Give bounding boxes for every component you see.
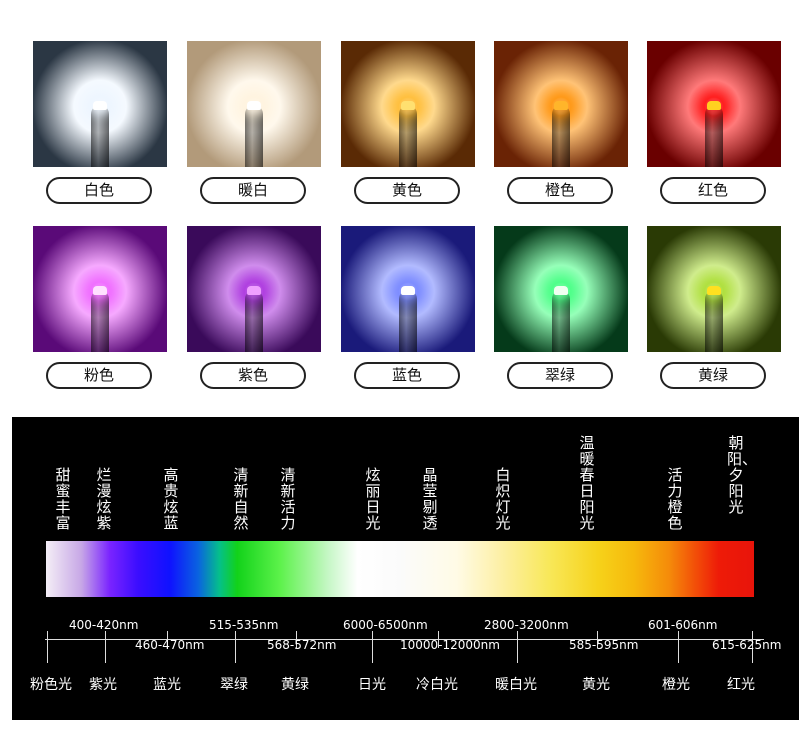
range-460-470: 460-470nm [135, 638, 205, 652]
axis-tick [517, 631, 518, 663]
spectrum-panel: 甜蜜丰富 烂漫炫紫 高贵炫蓝 清新自然 清新活力 炫丽日光 晶莹剔透 白炽灯光 … [12, 417, 799, 720]
led-chip [247, 101, 261, 110]
led-photo-pink [33, 226, 167, 352]
led-chip [93, 101, 107, 110]
tweezer-stem [91, 290, 109, 352]
wavelength-axis [45, 639, 764, 640]
range-515-535: 515-535nm [209, 618, 279, 632]
axis-tick [438, 631, 439, 648]
led-photo-yellow [341, 41, 475, 167]
axis-tick [235, 631, 236, 663]
led-photo-orange [494, 41, 628, 167]
axis-tick [597, 631, 598, 648]
axis-tick [752, 631, 753, 663]
descriptor-fresh-natural: 清新自然 [233, 466, 249, 532]
led-photo-red [647, 41, 781, 167]
axis-tick [296, 631, 297, 648]
swatch-label-red: 红色 [660, 177, 766, 204]
led-chip [93, 286, 107, 295]
descriptor-warm-spring-sun: 温暖春日阳光 [579, 434, 595, 532]
axis-tick [105, 631, 106, 663]
range-2800-3200: 2800-3200nm [484, 618, 569, 632]
led-chip [401, 286, 415, 295]
color-emerald: 翠绿 [220, 677, 248, 693]
led-chip [707, 101, 721, 110]
color-blue-light: 蓝光 [153, 677, 181, 693]
swatch-label-emerald: 翠绿 [507, 362, 613, 389]
descriptor-romantic-purple: 烂漫炫紫 [96, 466, 112, 532]
swatch-label-purple: 紫色 [200, 362, 306, 389]
tweezer-stem [399, 105, 417, 167]
led-photo-warm-white [187, 41, 321, 167]
color-yellow-green: 黄绿 [281, 677, 309, 693]
axis-tick [372, 631, 373, 663]
swatch-label-white: 白色 [46, 177, 152, 204]
descriptor-noble-blue: 高贵炫蓝 [163, 466, 179, 532]
swatch-label-blue: 蓝色 [354, 362, 460, 389]
swatch-label-yellow: 黄色 [354, 177, 460, 204]
descriptor-vital-orange: 活力橙色 [667, 466, 683, 532]
range-400-420: 400-420nm [69, 618, 139, 632]
swatch-label-pink: 粉色 [46, 362, 152, 389]
range-10000-12000: 10000-12000nm [400, 638, 500, 652]
range-615-625: 615-625nm [712, 638, 782, 652]
axis-tick [167, 631, 168, 648]
spectrum-bar [46, 541, 754, 597]
led-photo-purple [187, 226, 321, 352]
descriptor-sweet: 甜蜜丰富 [55, 466, 71, 532]
range-568-572: 568-572nm [267, 638, 337, 652]
descriptor-crystal-clear: 晶莹剔透 [422, 466, 438, 532]
color-pink-light: 粉色光 [30, 677, 72, 693]
tweezer-stem [245, 290, 263, 352]
led-chip [247, 286, 261, 295]
tweezer-stem [552, 105, 570, 167]
tweezer-stem [705, 290, 723, 352]
range-585-595: 585-595nm [569, 638, 639, 652]
color-yellow-light: 黄光 [582, 677, 610, 693]
led-photo-emerald [494, 226, 628, 352]
led-chip [554, 101, 568, 110]
color-warm-white: 暖白光 [495, 677, 537, 693]
color-purple-light: 紫光 [89, 677, 117, 693]
descriptor-incandescent: 白炽灯光 [495, 466, 511, 532]
tweezer-stem [552, 290, 570, 352]
color-daylight: 日光 [358, 677, 386, 693]
led-chip [401, 101, 415, 110]
color-orange-light: 橙光 [662, 677, 690, 693]
range-6000-6500: 6000-6500nm [343, 618, 428, 632]
led-photo-yellow-green [647, 226, 781, 352]
swatch-label-warm-white: 暖白 [200, 177, 306, 204]
color-red-light: 红光 [727, 677, 755, 693]
tweezer-stem [245, 105, 263, 167]
tweezer-stem [399, 290, 417, 352]
swatch-label-orange: 橙色 [507, 177, 613, 204]
descriptor-fresh-vitality: 清新活力 [280, 466, 296, 532]
descriptor-sunrise-sunset: 朝阳、夕阳光 [727, 434, 758, 516]
led-photo-blue [341, 226, 475, 352]
tweezer-stem [91, 105, 109, 167]
led-photo-white [33, 41, 167, 167]
led-chip [554, 286, 568, 295]
swatch-label-yellow-green: 黄绿 [660, 362, 766, 389]
led-chip [707, 286, 721, 295]
color-cool-white: 冷白光 [416, 677, 458, 693]
axis-tick [47, 631, 48, 663]
descriptor-dazzling-daylight: 炫丽日光 [365, 466, 381, 532]
range-601-606: 601-606nm [648, 618, 718, 632]
axis-tick [678, 631, 679, 663]
tweezer-stem [705, 105, 723, 167]
